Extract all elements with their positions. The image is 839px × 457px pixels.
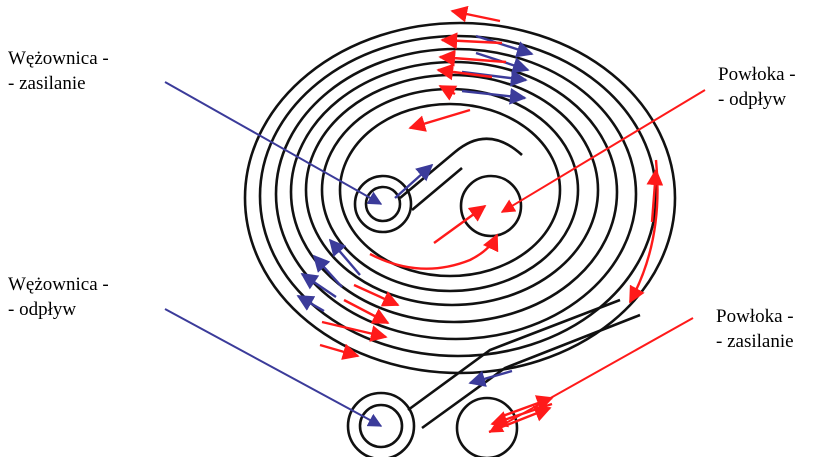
- leader-shell-return: [500, 89, 706, 213]
- port-shell-supply: [455, 396, 519, 457]
- label-coil-supply-line1: Wężownica -: [8, 48, 109, 69]
- label-shell-supply-line2: - zasilanie: [716, 331, 794, 352]
- label-shell-return-line1: Powłoka -: [718, 64, 796, 85]
- leader-coil-return: [164, 308, 383, 427]
- label-coil-supply-line2: - zasilanie: [8, 73, 86, 94]
- label-shell-return-line2: - odpływ: [718, 89, 787, 110]
- label-shell-supply-line1: Powłoka -: [716, 306, 794, 327]
- leader-coil-supply: [164, 81, 383, 205]
- label-coil-return: Wężownica - - odpływ: [8, 272, 109, 322]
- label-shell-return: Powłoka - - odpływ: [718, 62, 796, 112]
- label-shell-supply: Powłoka - - zasilanie: [716, 304, 794, 354]
- spiral-walls: [243, 21, 677, 430]
- port-coil-return: [346, 391, 416, 457]
- label-coil-return-line2: - odpływ: [8, 299, 77, 320]
- port-coil-supply: [353, 174, 413, 234]
- label-coil-return-line1: Wężownica -: [8, 274, 109, 295]
- shell-flow-arrows: [319, 5, 664, 434]
- label-coil-supply: Wężownica - - zasilanie: [8, 46, 109, 96]
